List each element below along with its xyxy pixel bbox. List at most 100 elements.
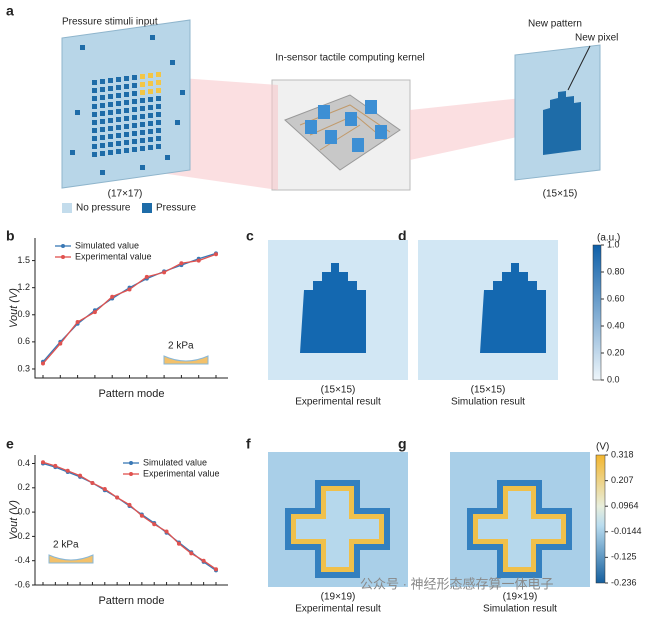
y-tick-label: 0.0 [17, 506, 30, 516]
pressure-dot [100, 151, 105, 156]
kernel-cube [305, 120, 317, 134]
input-title: Pressure stimuli input [62, 17, 158, 28]
pressure-dot [108, 78, 113, 83]
pressure-dot [100, 111, 105, 116]
series-marker [214, 252, 218, 257]
series-marker [90, 480, 95, 485]
x-axis-label: Pattern mode [98, 595, 164, 607]
annotation: 2 kPa [53, 540, 79, 551]
series-marker [164, 529, 169, 534]
colorbar-tick-label: 0.318 [611, 449, 634, 459]
pressure-dot [92, 136, 97, 141]
series-marker [179, 261, 184, 266]
colorbar-tick-label: 0.0 [607, 374, 620, 384]
kernel-cube [365, 100, 377, 114]
series-marker [127, 502, 132, 507]
y-tick-label: -0.6 [14, 579, 30, 589]
pressure-dot [132, 75, 137, 80]
legend-marker [129, 472, 133, 476]
pressure-dot [75, 110, 80, 115]
legend-marker [129, 461, 133, 465]
y-tick-label: -0.4 [14, 555, 30, 565]
kernel-cube [345, 112, 357, 126]
pressure-dot [116, 85, 121, 90]
kernel-cube [318, 105, 330, 119]
pressure-dot [124, 132, 129, 137]
y-tick-label: 1.5 [17, 255, 30, 265]
pressure-dot [100, 79, 105, 84]
pressure-dot [92, 120, 97, 125]
legend-swatch [142, 203, 152, 213]
panel-label: a [6, 3, 14, 19]
pressure-dot [108, 110, 113, 115]
series-marker [196, 258, 201, 263]
kernel-cube [352, 138, 364, 152]
pressure-dot [124, 100, 129, 105]
pressure-dot [140, 114, 145, 119]
pressure-dot [124, 124, 129, 129]
pressure-dot [140, 82, 145, 87]
heatmap-size: (15×15) [321, 385, 356, 396]
new-pixel-label: New pixel [575, 33, 618, 44]
pressure-dot [132, 147, 137, 152]
y-tick-label: 0.2 [17, 482, 30, 492]
pressure-dot [70, 150, 75, 155]
pressure-dot [116, 149, 121, 154]
legend-text: Simulated value [75, 240, 139, 250]
pressure-dot [100, 87, 105, 92]
panel-label: b [6, 228, 15, 244]
legend-marker [61, 244, 65, 248]
series-marker [102, 487, 107, 492]
pressure-dot [140, 138, 145, 143]
series-marker [189, 551, 194, 556]
pressure-dot [140, 130, 145, 135]
series-marker [214, 567, 218, 572]
series-marker [139, 513, 144, 518]
pressure-dot [140, 98, 145, 103]
colorbar-tick-label: 0.60 [607, 293, 625, 303]
pressure-dot [108, 86, 113, 91]
pressure-dot [132, 107, 137, 112]
heatmap-size: (19×19) [321, 592, 356, 603]
series-marker [75, 320, 80, 324]
pressure-dot [124, 108, 129, 113]
pressure-dot [100, 127, 105, 132]
legend-text: Simulated value [143, 457, 207, 467]
pressure-dot [124, 84, 129, 89]
pressure-dot [175, 120, 180, 125]
pressure-dot [108, 126, 113, 131]
heatmap-caption: Experimental result [295, 604, 381, 615]
colorbar-unit: (V) [596, 442, 609, 453]
series-marker [152, 522, 157, 527]
pressure-dot [92, 104, 97, 109]
output-size: (15×15) [543, 189, 578, 200]
series-marker [53, 463, 58, 468]
pressure-dot [132, 83, 137, 88]
series-marker [65, 468, 70, 473]
pressure-dot [148, 89, 153, 94]
kernel-cube [325, 130, 337, 144]
y-tick-label: -0.2 [14, 531, 30, 541]
pressure-dot [116, 77, 121, 82]
panel-label: c [246, 228, 254, 244]
pressure-dot [100, 170, 105, 175]
pressure-dot [108, 94, 113, 99]
pressure-dot [132, 123, 137, 128]
y-tick-label: 0.4 [17, 458, 30, 468]
pressure-dot [124, 140, 129, 145]
heatmap-inner [478, 491, 561, 567]
heatmap-shape [300, 263, 366, 353]
heatmap-inner [296, 491, 379, 567]
pressure-dot [132, 115, 137, 120]
pressure-dot [116, 109, 121, 114]
pressure-dot [140, 106, 145, 111]
pressure-dot [116, 141, 121, 146]
colorbar-tick-label: 0.40 [607, 320, 625, 330]
series-marker [78, 473, 83, 478]
pressure-dot [156, 88, 161, 93]
colorbar [592, 244, 602, 381]
pressure-dot [156, 128, 161, 133]
series-marker [127, 287, 132, 292]
pressure-dot [116, 101, 121, 106]
